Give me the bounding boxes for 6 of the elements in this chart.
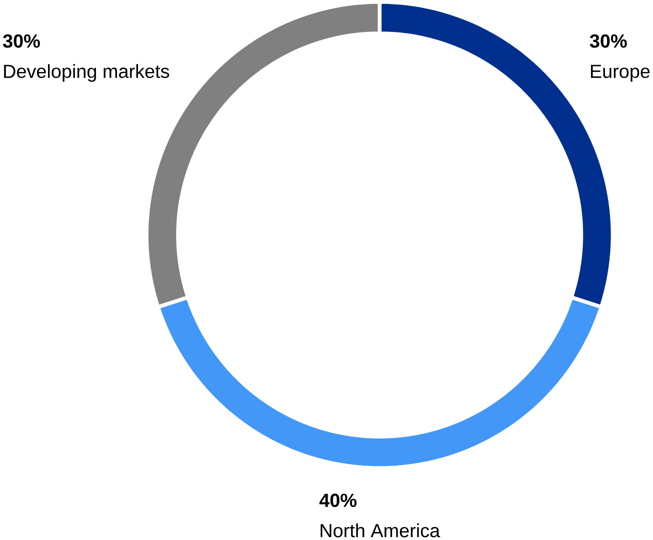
slice-label: Europe (590, 64, 650, 82)
data-label: 30% (2, 34, 40, 48)
slice-label: North America (320, 523, 440, 538)
slice-label: Developing markets (4, 64, 170, 82)
data-label: 40% (319, 494, 357, 508)
data-label: 30% (590, 34, 627, 48)
